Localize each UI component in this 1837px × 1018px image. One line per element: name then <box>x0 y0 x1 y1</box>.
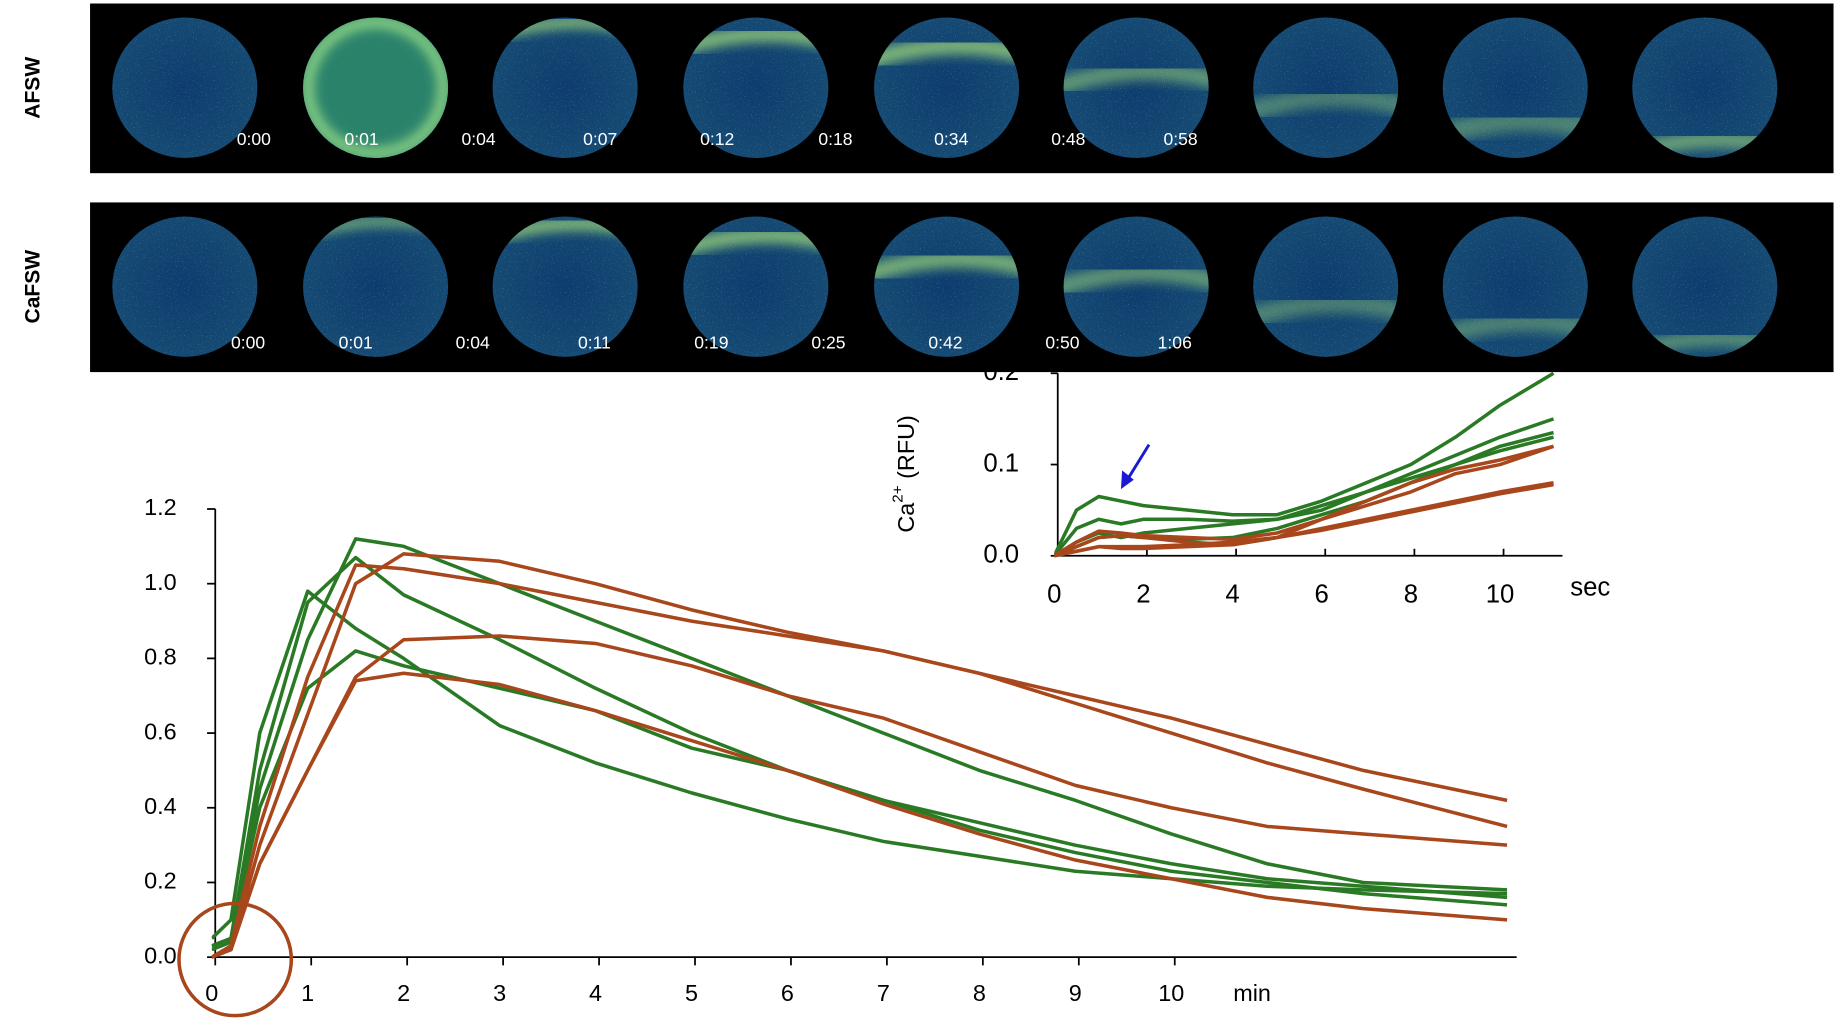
row-label: CaFSW <box>21 250 44 324</box>
x-tick-label: 1 <box>301 980 314 1006</box>
y-tick-label: 0.8 <box>144 644 177 670</box>
time-label: 0:00 <box>231 333 265 353</box>
y-tick-label: 0.0 <box>983 541 1019 569</box>
time-label: 0:48 <box>1051 129 1085 149</box>
x-tick-label: 7 <box>877 980 890 1006</box>
y-axis-label: Ca2+ (RFU) <box>890 415 920 532</box>
time-label: 0:07 <box>583 129 617 149</box>
y-tick-label: 1.2 <box>144 494 177 520</box>
y-tick-label: 0.6 <box>144 718 177 744</box>
cell-noise <box>493 216 638 356</box>
x-axis-label: min <box>1233 980 1271 1006</box>
time-label: 0:18 <box>818 129 852 149</box>
cell-noise <box>1253 216 1398 356</box>
x-tick-label: 0 <box>1047 580 1061 608</box>
x-tick-label: 2 <box>397 980 410 1006</box>
time-label: 0:58 <box>1164 129 1198 149</box>
x-tick-label: 9 <box>1069 980 1082 1006</box>
x-tick-label: 2 <box>1136 580 1150 608</box>
time-label: 0:04 <box>456 333 490 353</box>
series-line <box>212 565 1507 957</box>
x-tick-label: 6 <box>1315 580 1329 608</box>
page: {"image_panels": [ {"label": "AFSW", "ti… <box>0 0 1837 1018</box>
figure: 0.00.20.40.60.81.01.2012345678910min0.00… <box>0 0 1837 1018</box>
series-line <box>212 673 1507 957</box>
x-axis-label: sec <box>1570 573 1610 601</box>
x-tick-label: 8 <box>973 980 986 1006</box>
x-tick-label: 8 <box>1404 580 1418 608</box>
row-label: AFSW <box>21 57 44 119</box>
y-label-sup: 2+ <box>890 485 907 502</box>
time-label: 0:50 <box>1045 333 1079 353</box>
time-label: 0:25 <box>811 333 845 353</box>
time-label: 0:11 <box>578 333 611 353</box>
chart: 0.00.10.20246810secCa2+ (RFU) <box>890 358 1611 608</box>
x-tick-label: 3 <box>493 980 506 1006</box>
time-label: 0:19 <box>694 333 728 353</box>
time-label: 0:00 <box>237 129 271 149</box>
y-label-base: Ca <box>893 502 919 533</box>
time-label: 1:06 <box>1158 333 1192 353</box>
y-tick-label: 0.2 <box>144 868 177 894</box>
x-tick-label: 10 <box>1486 580 1515 608</box>
x-tick-label: 5 <box>685 980 698 1006</box>
time-label: 0:01 <box>344 129 378 149</box>
x-tick-label: 10 <box>1158 980 1184 1006</box>
series-line <box>212 554 1507 957</box>
x-tick-label: 0 <box>205 980 218 1006</box>
time-label: 0:12 <box>700 129 734 149</box>
cell-signal <box>112 18 257 158</box>
x-tick-label: 4 <box>1225 580 1239 608</box>
time-label: 0:42 <box>928 333 962 353</box>
time-label: 0:34 <box>934 129 968 149</box>
cell-noise <box>112 18 257 158</box>
y-tick-label: 0.0 <box>144 942 177 968</box>
y-tick-label: 0.1 <box>983 449 1019 477</box>
cell-noise <box>303 216 448 356</box>
time-label: 0:01 <box>339 333 373 353</box>
y-label-rest: (RFU) <box>893 415 919 485</box>
y-tick-label: 0.4 <box>144 793 177 819</box>
x-tick-label: 6 <box>781 980 794 1006</box>
cell-noise <box>1253 18 1398 158</box>
chart: 0.0 0.2 0.4 0.6 0.8 1.0 1.2 0 1 2 3 4 5 6 7 8 9 10 min <box>144 494 1517 1006</box>
x-tick-label: 4 <box>589 980 602 1006</box>
time-label: 0:04 <box>461 129 495 149</box>
y-tick-label: 1.0 <box>144 569 177 595</box>
